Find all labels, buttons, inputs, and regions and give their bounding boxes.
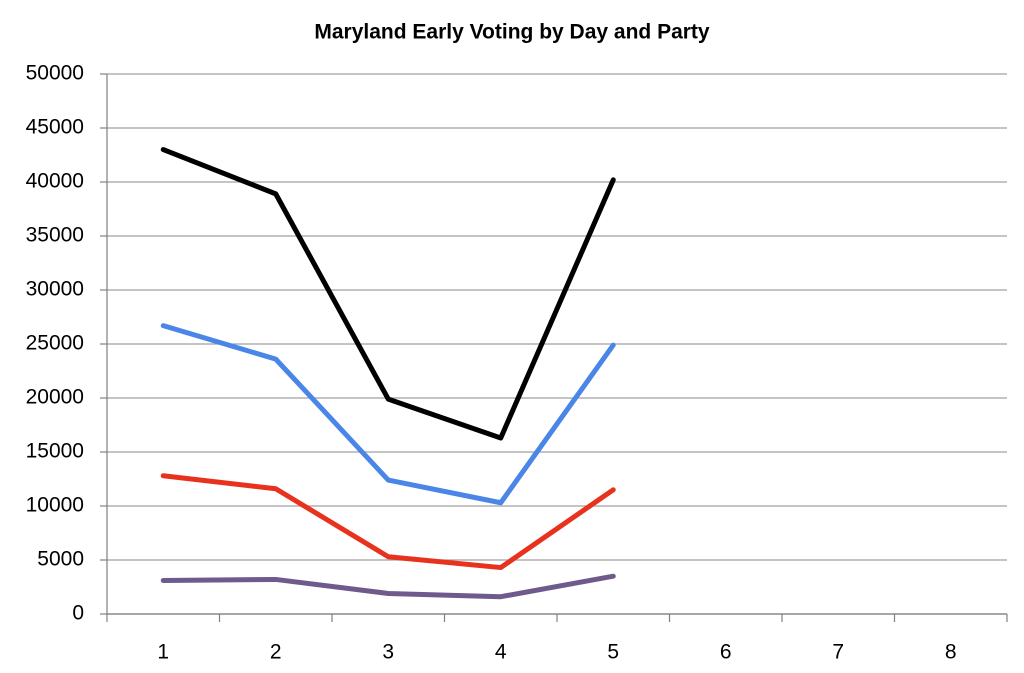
- series-line: [160, 147, 616, 441]
- x-tick-label: 1: [157, 641, 169, 664]
- series-line: [160, 473, 616, 571]
- y-tick-label: 40000: [26, 170, 84, 193]
- x-tick-label: 3: [382, 641, 394, 664]
- x-tick-label: 5: [607, 641, 619, 664]
- y-tick-label: 25000: [26, 332, 84, 355]
- x-tick-label: 2: [270, 641, 282, 664]
- x-tick-label: 7: [832, 641, 844, 664]
- x-tick-label: 4: [495, 641, 507, 664]
- y-tick-label: 30000: [26, 278, 84, 301]
- series-line: [160, 573, 616, 600]
- y-tick-label: 20000: [26, 386, 84, 409]
- y-tick-label: 35000: [26, 224, 84, 247]
- x-tick-label: 6: [720, 641, 732, 664]
- y-tick-label: 45000: [26, 116, 84, 139]
- x-tick-label: 8: [945, 641, 957, 664]
- chart-title: Maryland Early Voting by Day and Party: [314, 21, 710, 44]
- y-tick-label: 50000: [26, 62, 84, 85]
- y-tick-label: 5000: [37, 548, 84, 571]
- y-tick-label: 0: [72, 602, 84, 625]
- series-line: [160, 323, 616, 506]
- y-tick-label: 15000: [26, 440, 84, 463]
- y-tick-label: 10000: [26, 494, 84, 517]
